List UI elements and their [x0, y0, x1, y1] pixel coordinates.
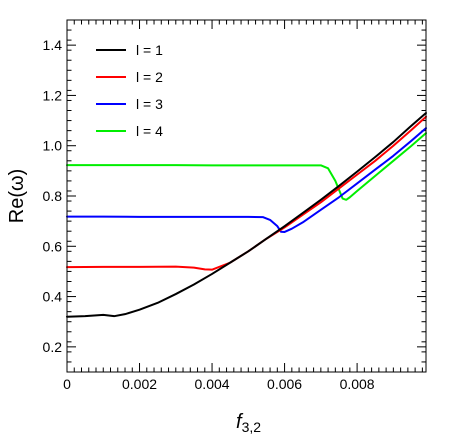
y-tick-label: 0.8 — [43, 188, 63, 204]
tick-labels: 0 0.002 0.004 0.006 0.008 0.2 0.4 0.6 0.8 1.0 1.2 1… — [43, 37, 375, 392]
y-tick-label: 1.0 — [43, 138, 63, 154]
x-tick-label: 0.004 — [195, 376, 230, 392]
plot-frame — [66, 19, 427, 373]
y-tick-label: 0.6 — [43, 238, 63, 254]
y-tick-label: 1.2 — [43, 87, 63, 103]
x-axis-label-subscript: 3,2 — [242, 419, 262, 435]
x-tick-label: 0.008 — [340, 376, 375, 392]
x-tick-label: 0.006 — [267, 376, 302, 392]
legend-label-l2: l = 2 — [136, 69, 163, 85]
series-line-l4 — [66, 132, 427, 201]
legend-label-l3: l = 3 — [136, 96, 163, 112]
series-line-l1 — [66, 112, 427, 318]
axis-ticks — [66, 19, 426, 373]
y-tick-label: 0.2 — [43, 339, 63, 355]
x-axis-label: f3,2 — [236, 411, 261, 435]
legend-label-l4: l = 4 — [136, 123, 163, 139]
x-tick-label: 0 — [63, 376, 71, 392]
x-tick-label: 0.002 — [122, 376, 157, 392]
y-axis-label: Re(ω) — [6, 169, 28, 224]
x-axis-label-main: f — [236, 411, 244, 433]
series-lines — [66, 112, 427, 318]
legend-label-l1: l = 1 — [136, 42, 163, 58]
y-tick-label: 1.4 — [43, 37, 63, 53]
y-tick-label: 0.4 — [43, 289, 63, 305]
legend: l = 1 l = 2 l = 3 l = 4 — [96, 42, 163, 139]
series-line-l3 — [66, 127, 427, 233]
